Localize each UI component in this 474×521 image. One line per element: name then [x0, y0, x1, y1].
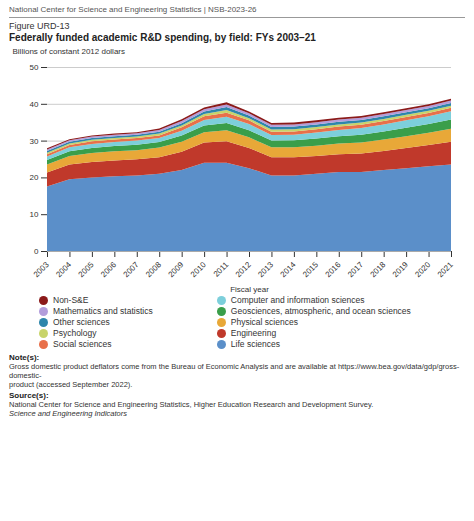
html-text:National Center for Science an: National Center for Science and Engineer…: [9, 5, 257, 14]
html-text:Note(s):: Note(s):: [9, 353, 40, 362]
svg-text:0: 0: [34, 247, 39, 256]
svg-text:2005: 2005: [77, 260, 96, 279]
svg-text:2007: 2007: [122, 260, 141, 279]
svg-text:2012: 2012: [234, 260, 253, 279]
html-text:Gross domestic product deflato: Gross domestic product deflators come fr…: [9, 362, 460, 389]
html-text:Source(s):: Source(s):: [9, 391, 49, 400]
html-text:National Center for Science an: National Center for Science and Engineer…: [9, 400, 374, 409]
html-text:Computer and information scien: Computer and information sciences: [230, 295, 365, 305]
svg-text:2016: 2016: [324, 260, 343, 279]
html-text:Geosciences, atmospheric, and: Geosciences, atmospheric, and ocean scie…: [230, 306, 411, 316]
svg-text:2006: 2006: [99, 260, 118, 279]
svg-text:2004: 2004: [54, 260, 73, 279]
svg-text:2015: 2015: [301, 260, 320, 279]
svg-text:2019: 2019: [391, 260, 410, 279]
svg-text:20: 20: [30, 173, 39, 182]
html-text:Psychology: Psychology: [53, 328, 97, 338]
html-text:Social sciences: Social sciences: [53, 339, 112, 349]
svg-text:10: 10: [30, 210, 39, 219]
svg-text:40: 40: [30, 100, 39, 109]
svg-text:2008: 2008: [144, 260, 163, 279]
svg-text:2009: 2009: [166, 260, 185, 279]
html-text:Federally funded academic R&D: Federally funded academic R&D spending, …: [9, 32, 316, 43]
svg-text:2014: 2014: [279, 260, 298, 279]
svg-text:2021: 2021: [436, 260, 455, 279]
svg-text:2010: 2010: [189, 260, 208, 279]
svg-text:2018: 2018: [368, 260, 387, 279]
html-text:Other sciences: Other sciences: [53, 317, 110, 327]
html-text:Non-S&E: Non-S&E: [53, 295, 89, 305]
svg-text:2003: 2003: [32, 260, 51, 279]
html-text:Life sciences: Life sciences: [230, 339, 280, 349]
svg-text:Fiscal year: Fiscal year: [230, 285, 269, 294]
svg-text:2011: 2011: [212, 260, 231, 279]
html-text:Physical sciences: Physical sciences: [230, 317, 298, 327]
html-text:Figure URD-13: Figure URD-13: [9, 21, 70, 31]
svg-text:30: 30: [30, 137, 39, 146]
svg-text:2013: 2013: [256, 260, 275, 279]
svg-text:2020: 2020: [413, 260, 432, 279]
html-text:Science and Engineering Indica: Science and Engineering Indicators: [9, 409, 127, 418]
svg-text:Billions of constant 2012 doll: Billions of constant 2012 dollars: [13, 47, 126, 56]
svg-text:2017: 2017: [346, 260, 365, 279]
html-text:Mathematics and statistics: Mathematics and statistics: [53, 306, 153, 316]
html-text:Engineering: Engineering: [230, 328, 277, 338]
svg-text:50: 50: [30, 63, 39, 72]
